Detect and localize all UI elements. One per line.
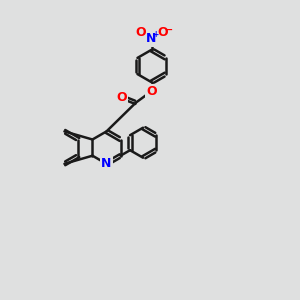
Text: O: O: [146, 85, 157, 98]
Text: O: O: [158, 26, 168, 39]
Text: N: N: [146, 32, 157, 46]
Text: +: +: [153, 30, 159, 39]
Text: N: N: [101, 157, 112, 170]
Text: O: O: [136, 26, 146, 39]
Text: −: −: [165, 25, 173, 35]
Text: O: O: [117, 91, 128, 104]
